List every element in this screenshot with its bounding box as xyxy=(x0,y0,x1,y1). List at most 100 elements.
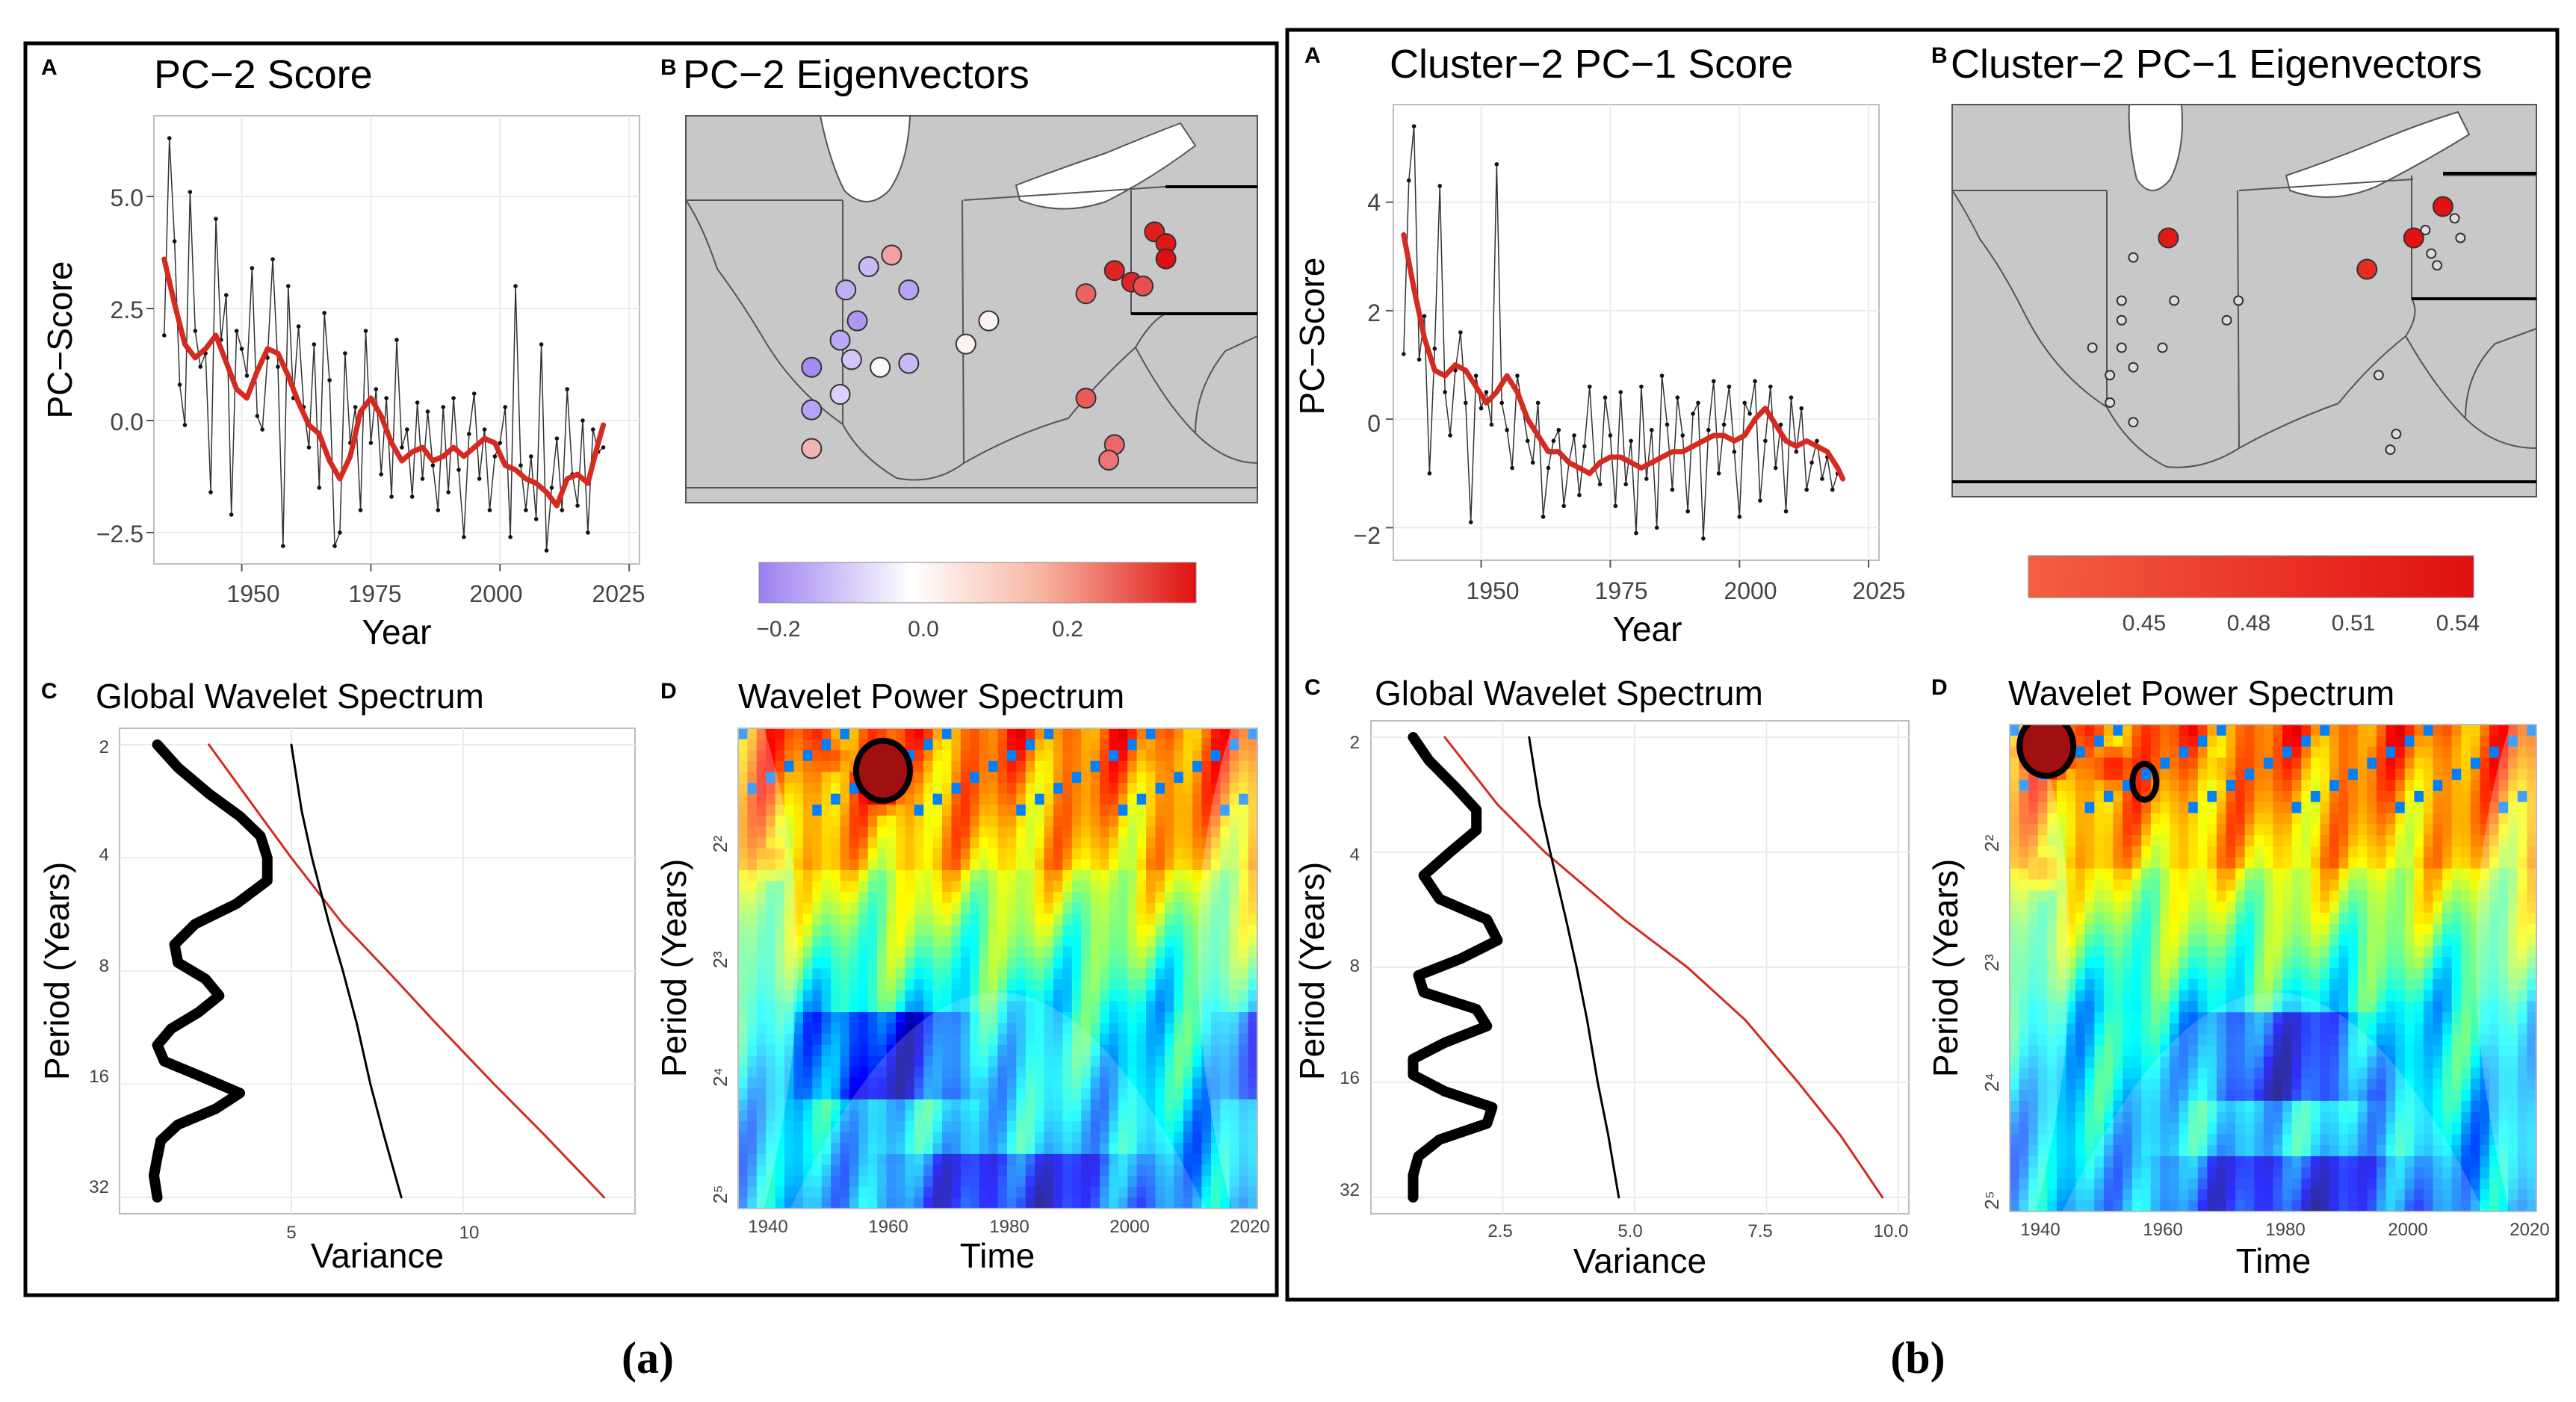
a-D-cell xyxy=(1192,946,1203,958)
b-D-cell xyxy=(2010,1056,2020,1068)
a-D-cell xyxy=(821,783,832,795)
b-D-cell xyxy=(2113,934,2123,946)
a-D-cell xyxy=(831,892,841,904)
a-D-cell xyxy=(1025,892,1035,904)
b-D-cell xyxy=(2150,934,2161,946)
a-D-cell xyxy=(1248,826,1257,838)
a-D-cell xyxy=(997,1110,1008,1122)
b-D-cell xyxy=(2320,968,2330,980)
b-D-cell xyxy=(2263,746,2274,759)
a-D-cell xyxy=(1155,1143,1165,1155)
b-D-cell xyxy=(2348,790,2359,803)
b-D-cell xyxy=(2075,846,2086,858)
a-D-cell xyxy=(802,869,813,882)
b-D-cell xyxy=(2291,835,2302,847)
a-D-cell xyxy=(1062,815,1073,828)
a-A-raw-point-1983 xyxy=(409,494,415,499)
a-D-cell xyxy=(1127,859,1138,871)
a-D-cell xyxy=(1071,946,1082,958)
a-D-cell xyxy=(1220,826,1230,838)
a-D-cell xyxy=(1044,1067,1054,1079)
a-D-cell xyxy=(1044,869,1054,882)
a-D-cell xyxy=(1044,979,1054,991)
a-D-cell xyxy=(979,772,989,784)
a-B-station-11 xyxy=(801,399,823,421)
b-D-cell xyxy=(2508,990,2518,1002)
a-D-cell xyxy=(914,1153,924,1166)
a-D-cell xyxy=(831,1055,841,1067)
a-D-cell xyxy=(793,1132,804,1144)
b-D-cell xyxy=(2498,957,2509,969)
b-D-cell xyxy=(2263,790,2274,803)
b-D-cell xyxy=(2047,1123,2058,1135)
a-D-cell xyxy=(1127,1055,1138,1067)
a-D-cell xyxy=(775,1132,785,1144)
b-D-cell xyxy=(2197,1111,2208,1124)
a-D-cell xyxy=(1025,804,1035,816)
a-B-station-18 xyxy=(1133,275,1154,297)
a-D-cell xyxy=(747,1143,758,1155)
a-D-cell xyxy=(775,1044,785,1057)
b-D-cell xyxy=(2170,846,2180,858)
a-D-cell xyxy=(1183,1023,1193,1035)
a-D-cell xyxy=(1201,826,1212,838)
a-D-cell xyxy=(1109,1197,1119,1209)
a-D-cell xyxy=(1100,848,1110,860)
a-D-cell xyxy=(1044,1143,1054,1155)
a-D-cell xyxy=(1025,783,1035,795)
b-D-cell xyxy=(2357,857,2368,869)
b-D-cell xyxy=(2084,1067,2095,1079)
a-D-cell xyxy=(1016,815,1027,828)
a-D-cell xyxy=(1100,750,1110,762)
a-D-cell xyxy=(951,1099,962,1111)
a-D-cell xyxy=(1239,783,1249,795)
a-D-cell xyxy=(858,1143,869,1155)
a-D-cell xyxy=(1090,925,1100,937)
b-D-cell xyxy=(2414,846,2424,858)
a-D-cell xyxy=(1016,1132,1027,1144)
b-D-cell xyxy=(2170,1056,2180,1068)
b-D-cell xyxy=(2273,813,2283,825)
a-D-cell xyxy=(1081,859,1092,871)
a-D-cell xyxy=(1090,1176,1100,1188)
a-D-cell xyxy=(812,750,823,762)
a-D-cell xyxy=(1118,1143,1128,1155)
a-D-cell xyxy=(1174,1099,1184,1111)
b-D-cell xyxy=(2028,890,2039,902)
b-D-cell xyxy=(2197,957,2208,969)
a-D-cell xyxy=(802,968,813,980)
a-D-cell xyxy=(1164,902,1174,915)
a-D-cell xyxy=(766,815,776,828)
b-D-cell xyxy=(2357,978,2368,991)
a-D-cell xyxy=(840,848,850,860)
a-D-cell xyxy=(793,804,804,816)
b-D-cell xyxy=(2047,1034,2058,1046)
b-D-cell xyxy=(2170,1090,2180,1102)
a-D-cell xyxy=(979,1077,989,1089)
a-D-cell xyxy=(886,1044,897,1057)
b-D-cell xyxy=(2170,813,2180,825)
b-D-cell xyxy=(2489,857,2500,869)
b-D-cell xyxy=(2056,968,2067,980)
a-D-cell xyxy=(1044,1176,1054,1188)
b-D-cell xyxy=(2235,746,2246,759)
b-D-cell xyxy=(2470,757,2481,769)
b-D-cell xyxy=(2433,846,2443,858)
b-D-cell xyxy=(2414,1023,2424,1035)
b-D-cell xyxy=(2103,1090,2114,1102)
a-D-cell xyxy=(812,848,823,860)
a-D-cell xyxy=(923,804,934,816)
b-D-cell xyxy=(2423,801,2434,814)
b-D-cell xyxy=(2244,757,2255,769)
a-D-cell xyxy=(784,1067,795,1079)
a-D-cell xyxy=(867,1186,878,1198)
b-D-cell xyxy=(2508,824,2518,836)
a-D-cell xyxy=(849,728,859,740)
a-D-cell xyxy=(1164,783,1174,795)
a-D-cell xyxy=(821,1176,832,1188)
a-D-cell xyxy=(960,1153,970,1166)
a-D-cell xyxy=(1127,1164,1138,1176)
b-D-cell xyxy=(2498,757,2509,769)
a-D-cell xyxy=(831,826,841,838)
a-D-cell xyxy=(1155,848,1165,860)
